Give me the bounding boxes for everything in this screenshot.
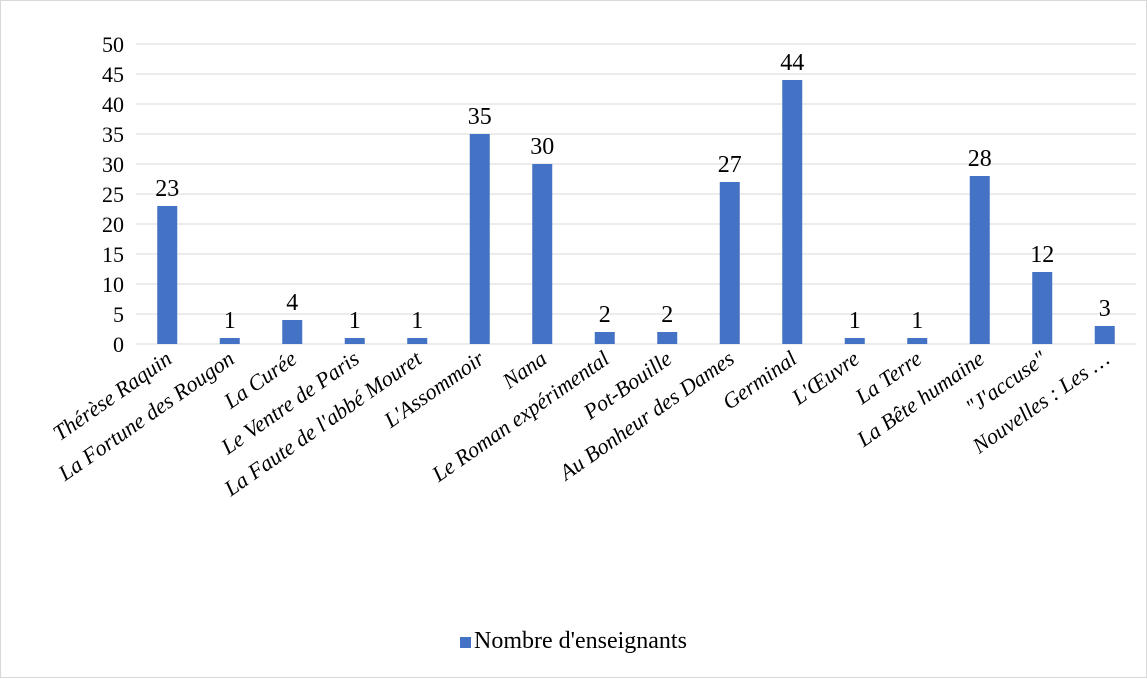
y-tick-label: 15: [102, 242, 124, 267]
y-tick-label: 10: [102, 272, 124, 297]
y-tick-label: 25: [102, 182, 124, 207]
data-label: 28: [968, 146, 992, 172]
y-tick-label: 35: [102, 122, 124, 147]
data-label: 35: [468, 104, 492, 130]
bar: [969, 176, 990, 344]
y-tick-label: 50: [102, 32, 124, 57]
bar: [469, 134, 490, 344]
legend-swatch: [460, 637, 471, 648]
data-labels: 23 1 4 1 1 35 30 2 2 27 44 1 1 28 12 3: [155, 50, 1111, 334]
data-label: 2: [599, 302, 611, 328]
bar: [782, 80, 803, 344]
bar: [344, 338, 365, 344]
data-label: 2: [661, 302, 673, 328]
y-tick-label: 45: [102, 62, 124, 87]
y-tick-label: 30: [102, 152, 124, 177]
bar: [157, 206, 178, 344]
data-label: 3: [1099, 296, 1111, 322]
data-label: 27: [718, 152, 742, 178]
y-tick-labels: 0 5 10 15 20 25 30 35 40 45 50: [102, 32, 124, 357]
bar: [719, 182, 740, 344]
bar: [1094, 326, 1115, 344]
data-label: 44: [780, 50, 804, 76]
data-label: 1: [911, 308, 923, 334]
legend: Nombre d'enseignants: [460, 628, 687, 654]
legend-label: Nombre d'enseignants: [474, 628, 687, 654]
data-label: 1: [224, 308, 236, 334]
bar: [657, 332, 678, 344]
bar: [1032, 272, 1053, 344]
data-label: 23: [155, 176, 179, 202]
data-label: 12: [1030, 242, 1054, 268]
y-tick-label: 40: [102, 92, 124, 117]
bar: [532, 164, 553, 344]
y-tick-label: 20: [102, 212, 124, 237]
data-label: 1: [349, 308, 361, 334]
bar: [219, 338, 240, 344]
bars: [157, 80, 1115, 344]
gridlines: [136, 43, 1136, 315]
data-label: 30: [530, 134, 554, 160]
y-tick-label: 0: [113, 332, 124, 357]
bar: [844, 338, 865, 344]
bar: [282, 320, 303, 344]
bar: [907, 338, 928, 344]
x-category-label: L'Œuvre: [786, 345, 864, 410]
data-label: 4: [286, 290, 298, 316]
y-tick-label: 5: [113, 302, 124, 327]
data-label: 1: [411, 308, 423, 334]
bar: [407, 338, 428, 344]
data-label: 1: [849, 308, 861, 334]
bar: [594, 332, 615, 344]
